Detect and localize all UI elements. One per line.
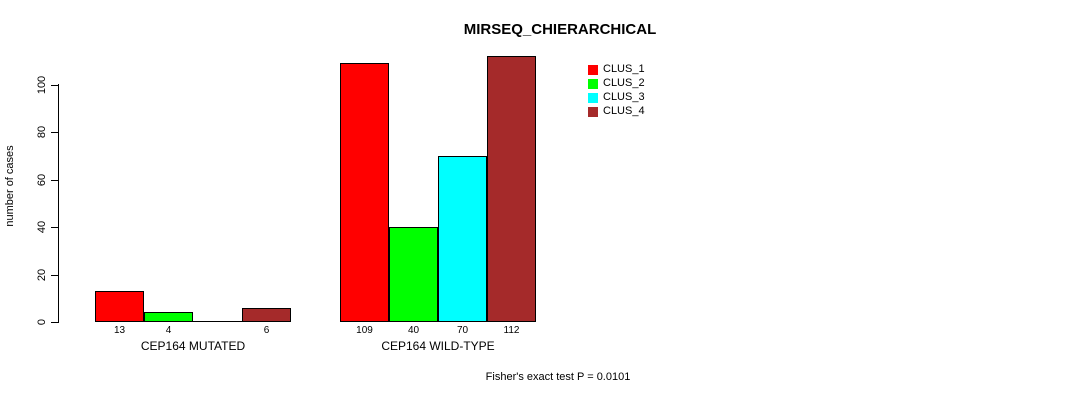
legend-swatch-clus1 [588, 64, 598, 75]
x-category-label-wildtype: CEP164 WILD-TYPE [381, 339, 495, 353]
y-tick-mark [51, 180, 58, 181]
bar-clus_2-group2 [389, 227, 438, 322]
bar-value-label: 70 [456, 325, 469, 336]
bar-clus_1-group2 [340, 63, 389, 322]
bar-value-label: 13 [113, 325, 126, 336]
legend-label-clus4: CLUS_4 [603, 105, 645, 117]
legend-item-clus2: CLUS_2 [588, 77, 645, 90]
y-tick-label: 100 [36, 75, 48, 95]
y-axis-label: number of cases [4, 145, 16, 227]
y-tick-label: 20 [36, 268, 48, 282]
bar-clus_4-group2 [487, 56, 536, 322]
legend-item-clus1: CLUS_1 [588, 63, 645, 76]
y-tick-mark [51, 85, 58, 86]
y-tick-label: 40 [36, 220, 48, 234]
legend-swatch-clus4 [588, 106, 598, 117]
y-tick-mark [51, 322, 58, 323]
bar-value-label: 6 [263, 325, 270, 336]
bar-clus_4-group1 [242, 308, 291, 322]
legend-swatch-clus2 [588, 78, 598, 89]
legend-item-clus3: CLUS_3 [588, 91, 645, 104]
y-tick-label: 60 [36, 173, 48, 187]
legend-label-clus3: CLUS_3 [603, 91, 645, 103]
chart-title: MIRSEQ_CHIERARCHICAL [463, 21, 657, 38]
y-axis-line [58, 84, 59, 323]
y-tick-mark [51, 227, 58, 228]
bar-value-label: 109 [356, 325, 373, 336]
bar-value-label: 112 [503, 325, 520, 336]
y-tick-label: 80 [36, 125, 48, 139]
bar-value-label: 40 [407, 325, 420, 336]
bar-clus_3-group1 [193, 321, 242, 322]
bar-value-label: 4 [165, 325, 172, 336]
y-tick-mark [51, 132, 58, 133]
legend-swatch-clus3 [588, 92, 598, 103]
x-category-label-mutated: CEP164 MUTATED [140, 339, 246, 353]
bar-clus_3-group2 [438, 156, 487, 322]
bar-clus_1-group1 [95, 291, 144, 322]
bar-clus_2-group1 [144, 312, 193, 322]
y-tick-mark [51, 275, 58, 276]
stat-test-footnote: Fisher's exact test P = 0.0101 [485, 371, 631, 383]
legend: CLUS_1 CLUS_2 CLUS_3 CLUS_4 [588, 63, 645, 119]
y-tick-label: 0 [36, 318, 48, 326]
legend-label-clus1: CLUS_1 [603, 63, 645, 75]
legend-item-clus4: CLUS_4 [588, 105, 645, 118]
legend-label-clus2: CLUS_2 [603, 77, 645, 89]
